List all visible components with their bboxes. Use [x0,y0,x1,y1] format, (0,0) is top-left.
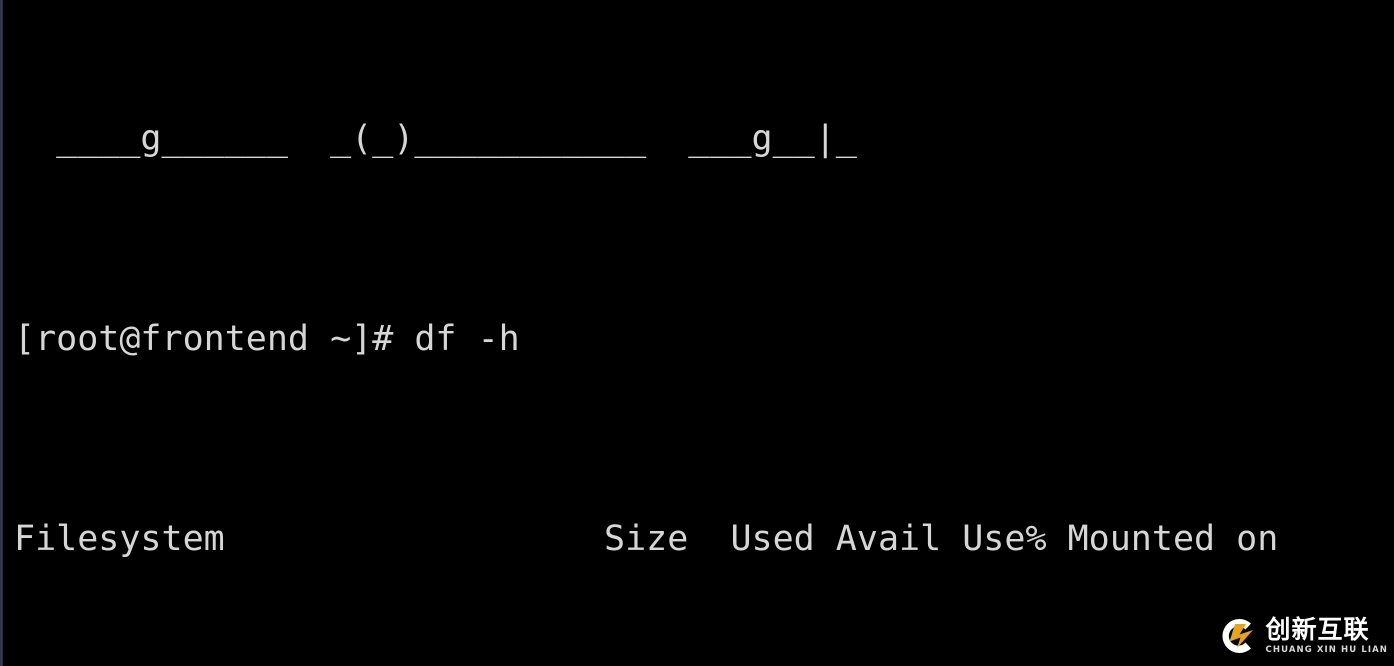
watermark-pinyin: CHUANG XIN HU LIAN [1265,645,1388,656]
watermark-chinese: 创新互联 [1265,615,1370,645]
watermark: 创新互联 CHUANG XIN HU LIAN [1215,612,1388,660]
df-header-row: Filesystem Size Used Avail Use% Mounted … [14,519,1279,559]
terminal-line-command: [root@frontend ~]# df -h [14,319,520,359]
terminal-scrollbar-gutter[interactable] [0,0,3,666]
chuangxinhulian-logo-icon [1215,615,1257,657]
terminal-line-scrolled-off: ____g______ _(_)___________ ___g__|_ [14,119,857,159]
watermark-text: 创新互联 CHUANG XIN HU LIAN [1266,617,1388,655]
